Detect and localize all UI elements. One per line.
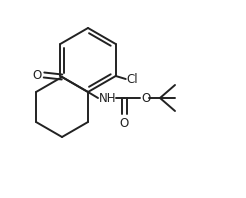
Text: NH: NH <box>99 91 117 105</box>
Text: O: O <box>119 117 129 130</box>
Text: Cl: Cl <box>127 72 138 86</box>
Text: O: O <box>141 91 150 105</box>
Text: O: O <box>33 69 42 82</box>
